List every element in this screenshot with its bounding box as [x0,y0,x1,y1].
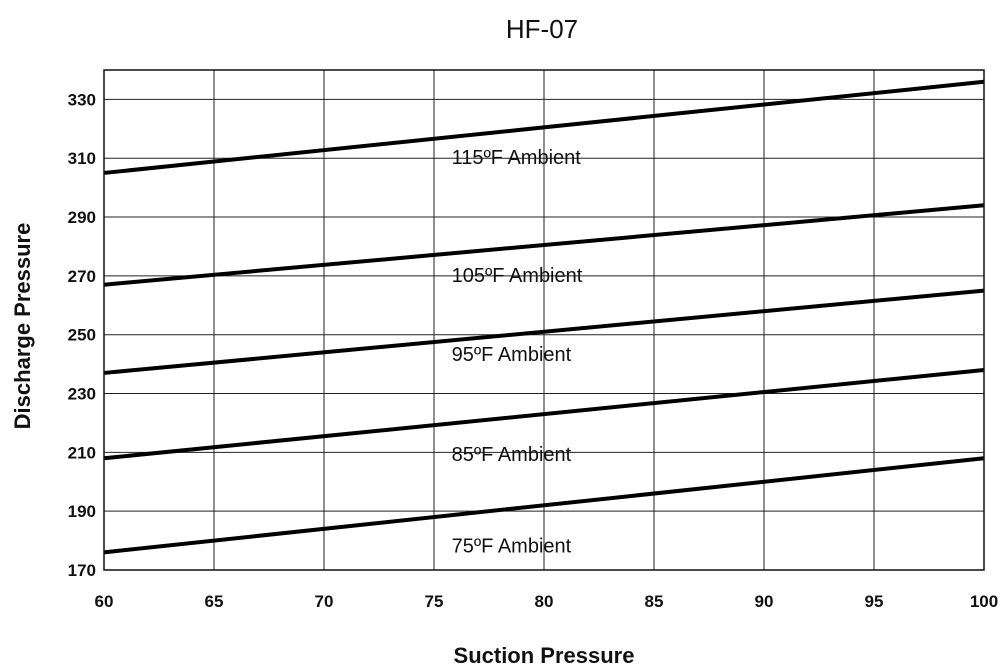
x-tick-label: 100 [970,592,998,611]
series-label: 85ºF Ambient [452,444,572,466]
series-line [103,79,985,175]
y-tick-label: 170 [68,561,96,580]
series-label: 75ºF Ambient [452,535,572,557]
series-label: 115ºF Ambient [452,147,582,169]
series-lines [103,79,985,555]
series-line [103,368,985,461]
x-tick-labels: 60 65 70 75 80 85 90 95 100 [95,592,999,611]
y-tick-label: 210 [68,443,96,462]
x-tick-label: 95 [865,592,884,611]
series-line [103,203,985,287]
y-tick-label: 310 [68,149,96,168]
x-axis-label: Suction Pressure [454,643,635,668]
y-tick-label: 270 [68,267,96,286]
y-tick-label: 190 [68,502,96,521]
y-tick-label: 330 [68,90,96,109]
x-tick-label: 80 [535,592,554,611]
series-label: 95ºF Ambient [452,344,572,366]
plot-area [103,69,985,571]
x-tick-label: 90 [755,592,774,611]
y-axis-label: Discharge Pressure [10,223,35,430]
series-label: 105ºF Ambient [452,265,583,287]
series-line [103,288,985,375]
chart-title: HF-07 [506,14,578,44]
y-tick-labels: 170 190 210 230 250 270 290 310 330 [68,90,96,580]
grid [103,70,985,571]
y-tick-label: 250 [68,326,96,345]
y-tick-label: 290 [68,208,96,227]
x-tick-label: 65 [205,592,224,611]
series-labels: 115ºF Ambient 105ºF Ambient 95ºF Ambient 85… [452,147,583,557]
series-line [103,456,985,555]
y-tick-label: 230 [68,385,96,404]
x-tick-label: 75 [425,592,444,611]
x-tick-label: 85 [645,592,664,611]
x-tick-label: 70 [315,592,334,611]
x-tick-label: 60 [95,592,114,611]
